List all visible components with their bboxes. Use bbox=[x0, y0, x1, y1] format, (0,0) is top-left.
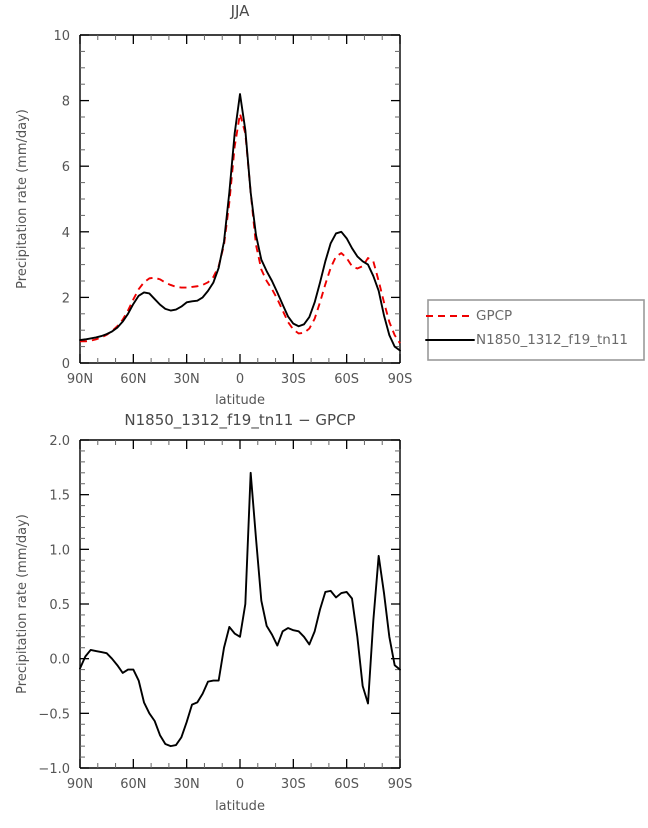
x-tick-label: 60N bbox=[120, 372, 146, 387]
y-tick-label: 4 bbox=[62, 226, 70, 241]
top-panel-xlabel-text: latitude bbox=[215, 393, 265, 408]
y-tick-label: −1.0 bbox=[38, 762, 70, 777]
y-tick-label: 6 bbox=[62, 160, 70, 175]
x-tick-label: 90N bbox=[67, 777, 93, 792]
legend[interactable]: GPCP N1850_1312_f19_tn11 bbox=[425, 299, 645, 361]
x-tick-label: 90N bbox=[67, 372, 93, 387]
legend-label-model: N1850_1312_f19_tn11 bbox=[476, 332, 628, 348]
x-tick-label: 30S bbox=[281, 372, 306, 387]
x-tick-label: 0 bbox=[236, 777, 244, 792]
x-tick-label: 0 bbox=[236, 372, 244, 387]
x-tick-label: 60S bbox=[334, 372, 359, 387]
top-panel-title-text: JJA bbox=[230, 2, 251, 20]
x-tick-label: 30N bbox=[174, 372, 200, 387]
series-line-gpcp bbox=[80, 112, 401, 344]
y-tick-label: 1.0 bbox=[49, 543, 70, 558]
top-panel-ylabel-text: Precipitation rate (mm/day) bbox=[15, 109, 30, 289]
panel-top: 90N 60N 30N 0 30S 60S 90S 0 2 4 6 8 10 JJA latitude Pre… bbox=[15, 2, 412, 408]
x-tick-label: 90S bbox=[388, 372, 413, 387]
x-tick-label: 60N bbox=[120, 777, 146, 792]
bottom-panel-ylabel-text: Precipitation rate (mm/day) bbox=[15, 514, 30, 694]
x-tick-label: 60S bbox=[334, 777, 359, 792]
series-line-n1850-1312-f19-tn11-gpcp bbox=[79, 471, 401, 748]
y-tick-label: 0.0 bbox=[49, 653, 70, 668]
y-tick-label: 2 bbox=[62, 291, 70, 306]
legend-box bbox=[427, 299, 645, 361]
y-tick-label: 10 bbox=[53, 29, 70, 44]
y-tick-label: 2.0 bbox=[49, 434, 70, 449]
y-tick-label: 1.5 bbox=[49, 489, 70, 504]
y-tick-label: −0.5 bbox=[38, 707, 70, 722]
y-tick-label: 0.5 bbox=[49, 598, 70, 613]
x-tick-label: 90S bbox=[388, 777, 413, 792]
series-line-n1850-1312-f19-tn11 bbox=[79, 93, 401, 352]
bottom-panel-xlabel-text: latitude bbox=[215, 799, 265, 814]
bottom-panel-title-text: N1850_1312_f19_tn11 − GPCP bbox=[124, 411, 355, 430]
x-tick-label: 30S bbox=[281, 777, 306, 792]
x-tick-label: 30N bbox=[174, 777, 200, 792]
y-tick-label: 8 bbox=[62, 95, 70, 110]
y-tick-label: 0 bbox=[62, 357, 70, 372]
legend-label-gpcp: GPCP bbox=[476, 308, 512, 324]
panel-bottom: 90N 60N 30N 0 30S 60S 90S −1.0 −0.5 0.0 0.5 1.0 1.5 2… bbox=[15, 411, 412, 814]
